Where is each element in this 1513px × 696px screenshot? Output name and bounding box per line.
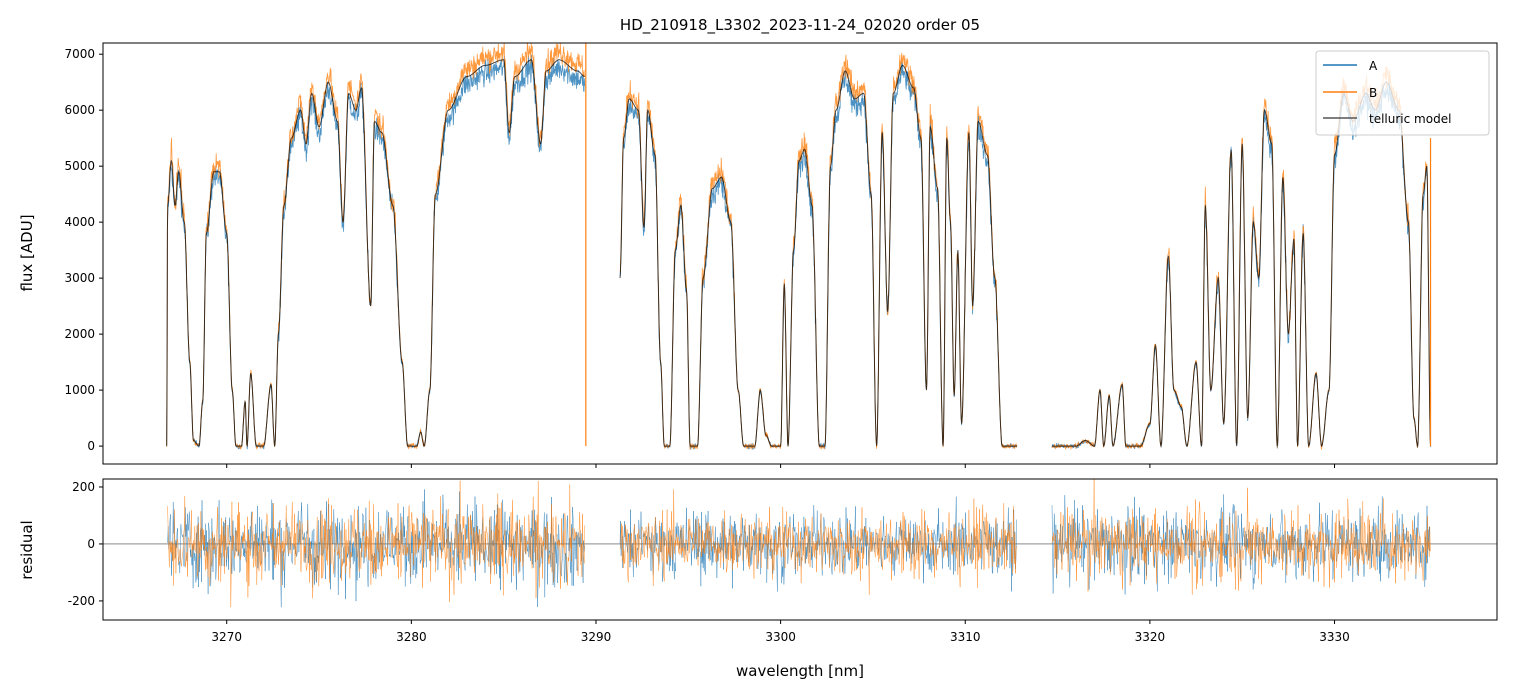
legend: A B telluric model bbox=[1315, 50, 1490, 136]
series-model-line bbox=[1052, 81, 1431, 449]
residual-axes-frame bbox=[102, 478, 1498, 621]
y-tick-label: 7000 bbox=[64, 47, 95, 61]
flux-panel: 0 1000 2000 3000 4000 5000 6000 7000 bbox=[64, 42, 1498, 468]
y-tick-label: 4000 bbox=[64, 215, 95, 229]
y-tick-label: -200 bbox=[68, 594, 95, 608]
y-tick-label: 2000 bbox=[64, 327, 95, 341]
series-a-line bbox=[166, 54, 586, 450]
x-tick-label: 3310 bbox=[950, 630, 981, 644]
y-tick-label: 0 bbox=[87, 537, 95, 551]
x-tick-label: 3290 bbox=[581, 630, 612, 644]
y-tick-label: 1000 bbox=[64, 383, 95, 397]
x-axis-label: wavelength [nm] bbox=[736, 662, 864, 680]
x-tick-label: 3300 bbox=[765, 630, 796, 644]
x-tick-label: 3330 bbox=[1319, 630, 1350, 644]
residual-b-line bbox=[167, 480, 585, 608]
series-a-line bbox=[1051, 80, 1431, 450]
y-tick-label: 5000 bbox=[64, 159, 95, 173]
y-axis-label-residual: residual bbox=[18, 520, 36, 579]
y-tick-label: 0 bbox=[87, 439, 95, 453]
y-tick-label: 200 bbox=[72, 480, 95, 494]
residual-b-line bbox=[1051, 479, 1431, 595]
residual-a-line bbox=[619, 496, 1017, 592]
series-model-line bbox=[619, 64, 1017, 447]
x-tick-label: 3320 bbox=[1135, 630, 1166, 644]
flux-plot-area bbox=[166, 43, 1432, 451]
chart-title: HD_210918_L3302_2023-11-24_02020 order 0… bbox=[620, 16, 980, 35]
y-tick-label: 6000 bbox=[64, 103, 95, 117]
series-b-line bbox=[166, 43, 586, 450]
residual-plot-area bbox=[103, 479, 1497, 608]
y-axis-label-flux: flux [ADU] bbox=[18, 214, 36, 291]
y-tick-label: 3000 bbox=[64, 271, 95, 285]
x-tick-label: 3270 bbox=[211, 630, 242, 644]
residual-panel: -200 0 200 3270 3280 3290 3300 3310 3320 3330 bbox=[68, 478, 1498, 644]
x-tick-label: 3280 bbox=[396, 630, 427, 644]
flux-axes-frame bbox=[102, 42, 1498, 465]
residual-b-line bbox=[619, 489, 1017, 595]
legend-label-a: A bbox=[1369, 59, 1378, 73]
legend-label-model: telluric model bbox=[1369, 112, 1451, 126]
legend-label-b: B bbox=[1369, 86, 1377, 100]
series-model-line bbox=[166, 59, 585, 448]
